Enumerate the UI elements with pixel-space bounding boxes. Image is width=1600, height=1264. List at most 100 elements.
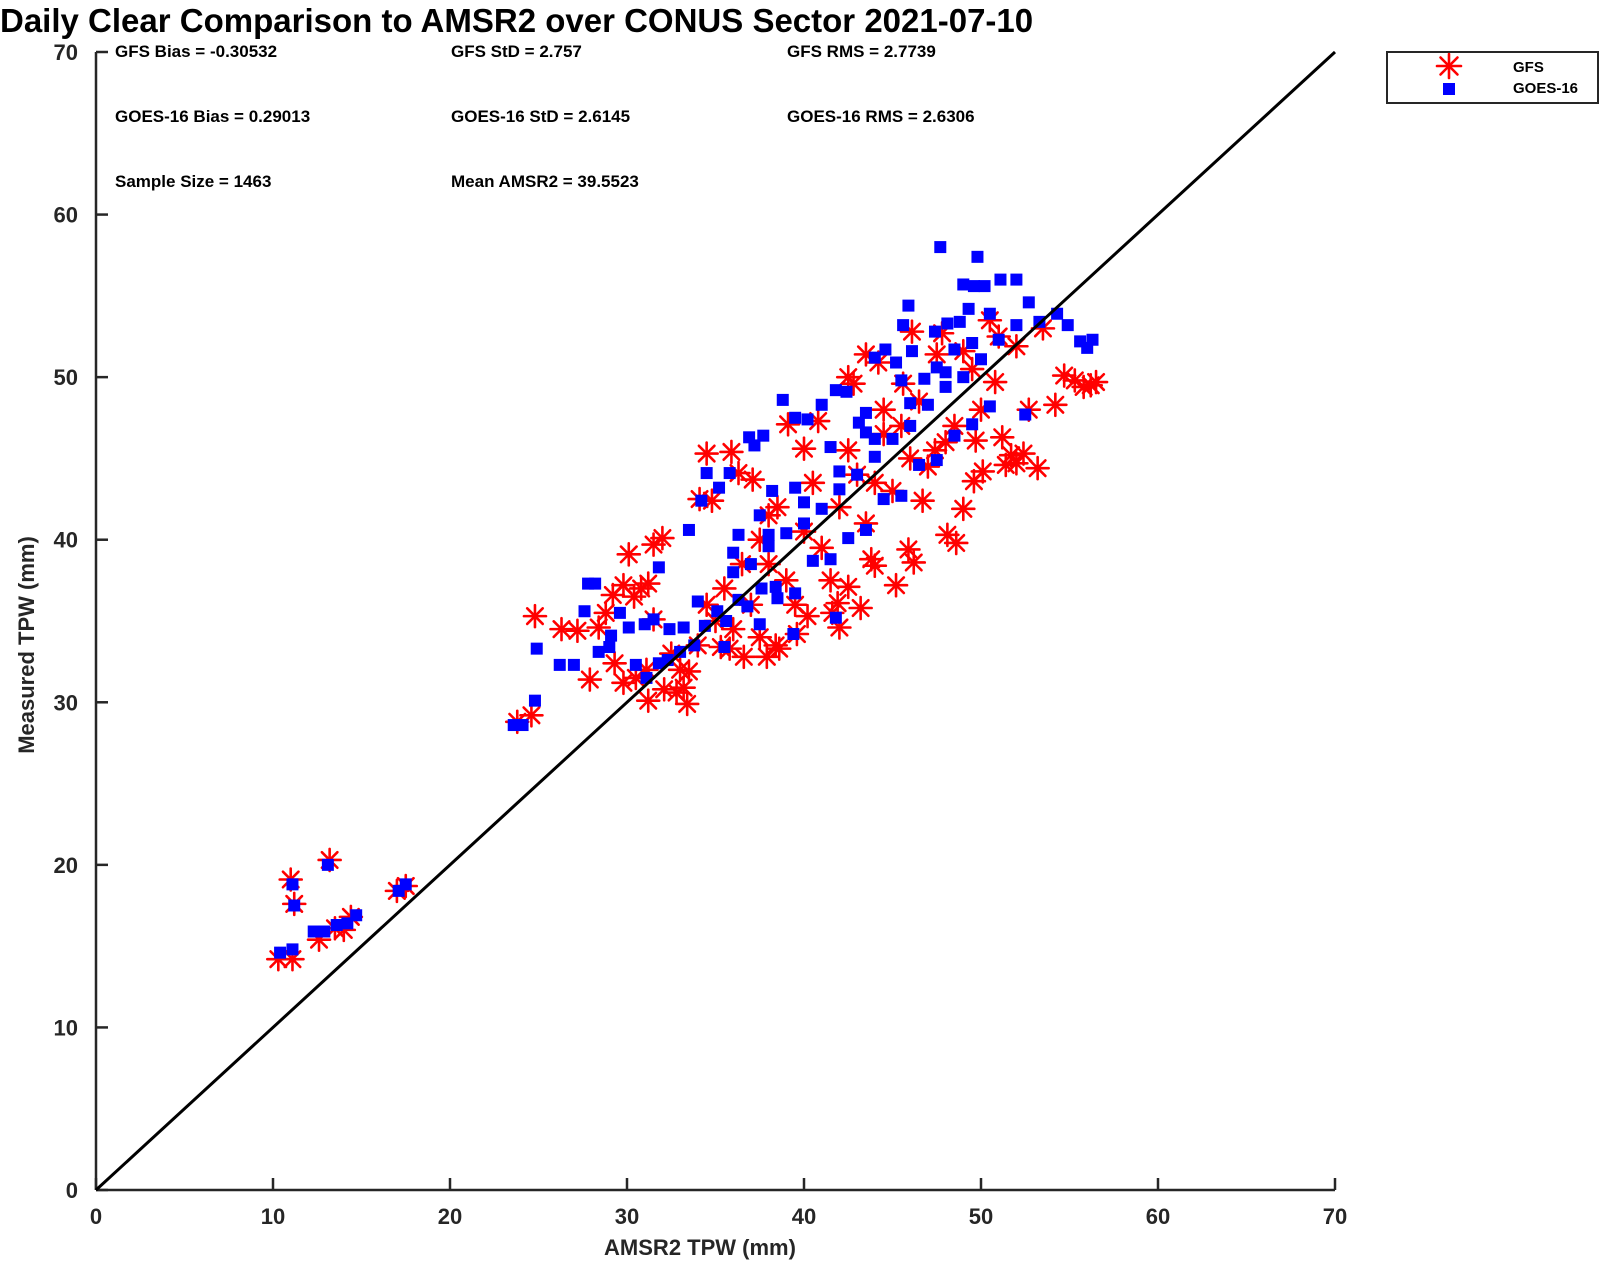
goes-16-point [622, 621, 635, 634]
y-tick-label: 70 [54, 40, 78, 65]
x-tick-label: 0 [90, 1204, 102, 1229]
goes-16-point [769, 580, 782, 593]
goes-16-point [897, 319, 910, 332]
goes-16-point [971, 250, 984, 263]
gfs-point [593, 600, 619, 626]
gfs-point [835, 574, 861, 600]
goes-16-point [913, 458, 926, 471]
goes-16-point [930, 454, 943, 467]
goes-16-point [840, 385, 853, 398]
goes-16-point [824, 553, 837, 566]
y-tick-label: 50 [54, 365, 78, 390]
goes-16-point [700, 467, 713, 480]
stat-text: GOES-16 RMS = 2.6306 [787, 107, 975, 126]
goes-16-point [868, 351, 881, 364]
goes-16-point [806, 554, 819, 567]
x-tick-label: 50 [969, 1204, 993, 1229]
gfs-point [522, 603, 548, 629]
goes-16-point [652, 561, 665, 574]
gfs-point [862, 553, 888, 579]
goes-16-point [288, 899, 301, 912]
goes-16-point [895, 374, 908, 387]
goes-16-point [682, 523, 695, 536]
gfs-point [818, 568, 843, 593]
goes-16-point [1019, 408, 1032, 421]
goes-16-point [652, 657, 665, 670]
goes-16-point [321, 858, 334, 871]
goes-16-point [603, 641, 616, 654]
gfs-point [719, 439, 744, 465]
goes-16-point [695, 494, 708, 507]
gfs-point [848, 595, 873, 621]
gfs-point [671, 675, 696, 700]
goes-16-point [766, 484, 779, 497]
goes-16-point [966, 337, 979, 350]
gfs-point [825, 590, 850, 616]
x-tick-label: 70 [1323, 1204, 1347, 1229]
goes-16-point [787, 628, 800, 641]
goes-16-point [718, 641, 731, 654]
goes-16-point [589, 577, 602, 590]
gfs-point [943, 530, 969, 556]
goes-16-point [877, 493, 890, 506]
goes-16-point [757, 429, 770, 442]
goes-16-point [723, 467, 736, 480]
goes-16-point [744, 558, 757, 571]
goes-16-point [829, 611, 842, 624]
gfs-point [989, 424, 1015, 450]
goes-16-point [399, 878, 412, 891]
goes-16-point [286, 943, 299, 956]
stat-text: GFS Bias = -0.30532 [115, 42, 277, 61]
goes-16-point [994, 273, 1007, 286]
stat-text: GFS StD = 2.757 [451, 42, 582, 61]
goes-16-point [516, 719, 529, 732]
goes-16-point [879, 343, 892, 356]
goes-16-point [663, 623, 676, 636]
gfs-point [970, 459, 996, 484]
goes-16-point [833, 465, 846, 478]
goes-16-point [711, 605, 724, 618]
goes-16-point [868, 450, 881, 463]
goes-16-point [902, 299, 915, 312]
goes-16-point [578, 605, 591, 618]
goes-16-point [727, 546, 740, 559]
goes-16-point [957, 371, 970, 384]
gfs-point [901, 550, 927, 575]
gfs-point [963, 428, 988, 453]
goes-16-point [528, 694, 541, 707]
goes-16-point [983, 307, 996, 320]
y-tick-label: 20 [54, 853, 78, 878]
gfs-point [650, 525, 675, 551]
goes-16-point [967, 280, 980, 293]
goes-16-point [824, 441, 837, 454]
goes-16-point [771, 592, 784, 605]
gfs-point [800, 470, 826, 496]
goes-16-point [732, 528, 745, 541]
reference-line [94, 50, 1337, 1192]
goes-16-point [755, 582, 768, 595]
goes-16-point [939, 380, 952, 393]
goes-16-point [1061, 319, 1074, 332]
chart-title: Daily Clear Comparison to AMSR2 over CON… [0, 2, 1033, 39]
stat-text: GOES-16 Bias = 0.29013 [115, 107, 310, 126]
goes-16-point [567, 658, 580, 671]
x-tick-label: 40 [792, 1204, 816, 1229]
goes-16-point [921, 398, 934, 411]
gfs-point [1004, 451, 1029, 476]
x-tick-label: 20 [438, 1204, 462, 1229]
gfs-point [841, 371, 866, 396]
gfs-point [982, 369, 1008, 395]
goes-16-point [798, 517, 810, 530]
gfs-point [871, 397, 896, 422]
goes-16-point [530, 642, 543, 655]
goes-16-point [553, 658, 566, 671]
one-to-one-line [94, 50, 1337, 1192]
goes-16-point [975, 353, 987, 366]
y-tick-label: 0 [66, 1178, 78, 1203]
goes-16-point [691, 595, 704, 608]
goes-16-point [941, 317, 954, 330]
goes-16-point [330, 919, 343, 932]
goes-16-point [720, 615, 733, 627]
gfs-point [641, 532, 666, 557]
